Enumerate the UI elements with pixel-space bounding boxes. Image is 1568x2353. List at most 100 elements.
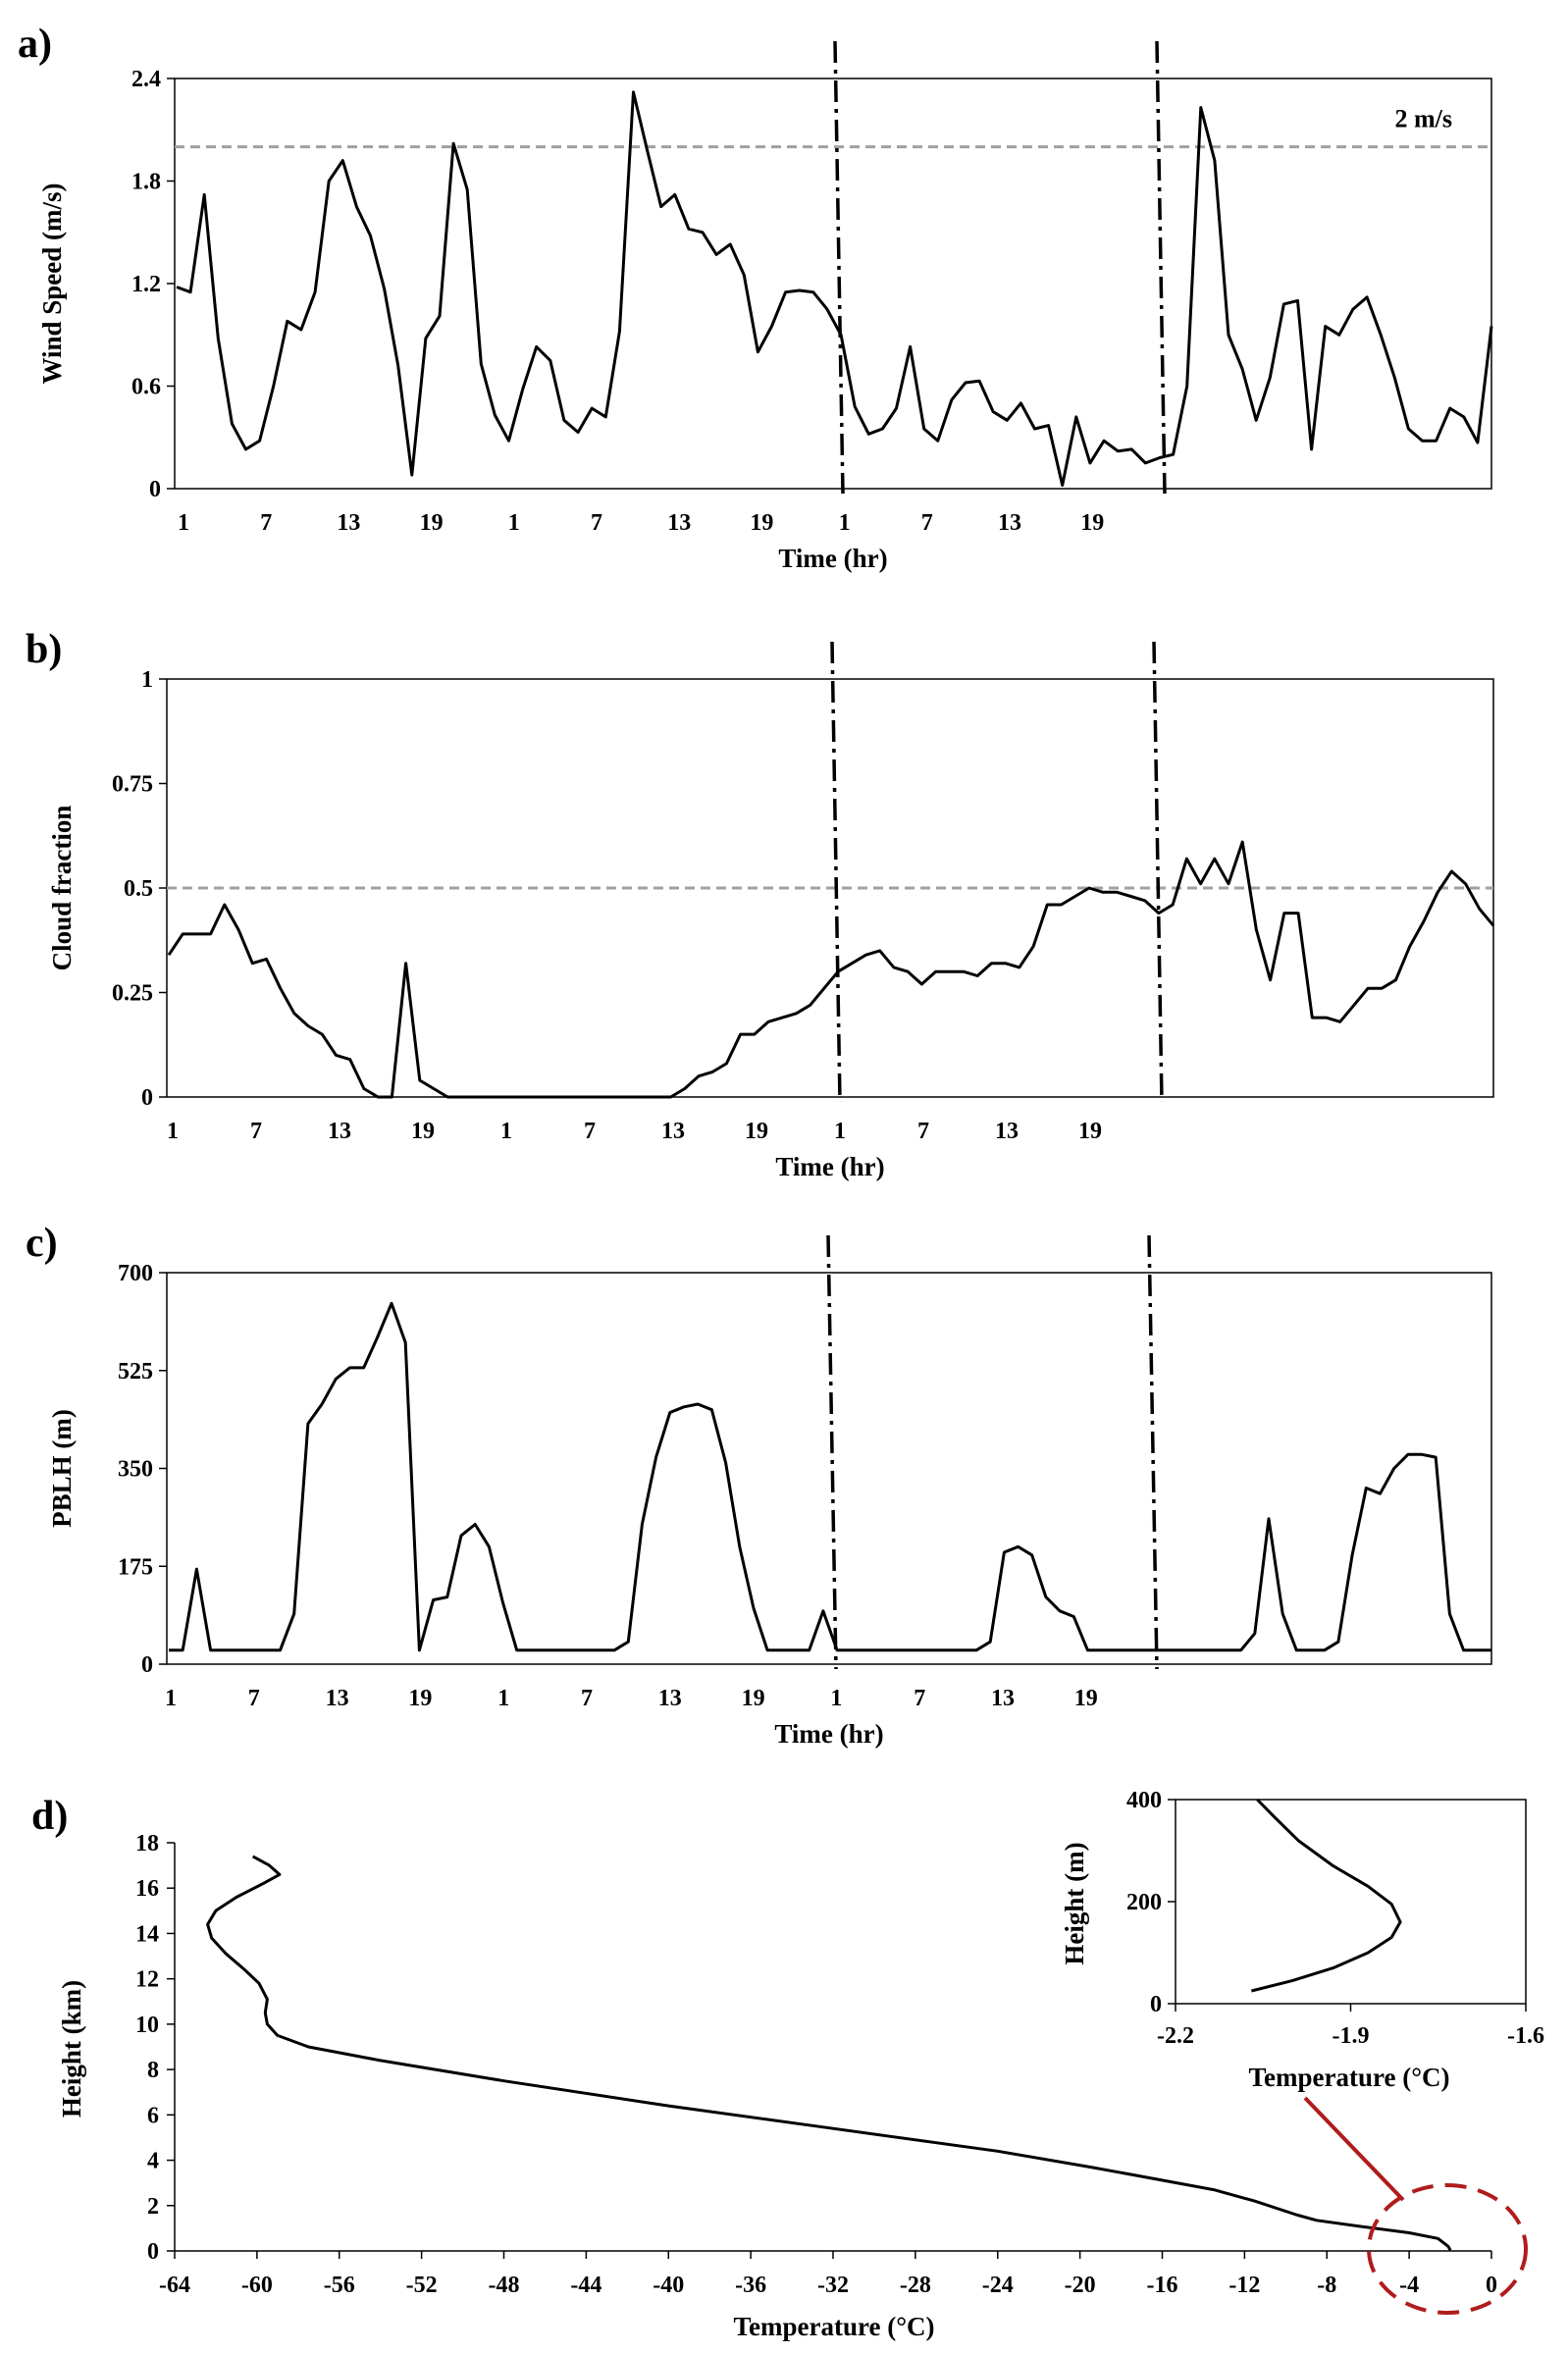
y-tick-label: 0: [147, 2239, 159, 2265]
x-tick-label: 1: [508, 510, 520, 536]
inset-y-tick-label: 0: [1150, 1992, 1162, 2017]
x-tick-label: 7: [581, 1686, 593, 1711]
x-tick-label: 13: [337, 510, 360, 536]
highlight-circle: [1367, 2183, 1528, 2315]
x-tick-label: 7: [917, 1119, 929, 1144]
x-tick-label: 19: [1080, 510, 1104, 536]
x-tick-label: 1: [167, 1119, 179, 1144]
x-tick-label: -20: [1065, 2273, 1096, 2298]
x-tick-label: 19: [750, 510, 773, 536]
y-tick-label: 18: [135, 1831, 159, 1856]
y-tick-label: 1.2: [131, 272, 161, 297]
inset-y-axis-label: Height (m): [1060, 1842, 1089, 1964]
x-tick-label: -56: [324, 2273, 355, 2298]
x-tick-label: 19: [408, 1686, 432, 1711]
y-tick-label: 175: [118, 1554, 153, 1580]
x-tick-label: -64: [159, 2273, 190, 2298]
y-tick-label: 2: [147, 2194, 159, 2220]
x-tick-label: 13: [995, 1119, 1019, 1144]
x-tick-label: 1: [839, 510, 851, 536]
x-tick-label: 13: [667, 510, 691, 536]
reference-line-label: 2 m/s: [1395, 105, 1453, 133]
y-tick-label: 14: [135, 1921, 159, 1947]
y-tick-label: 6: [147, 2103, 159, 2128]
y-axis-label: PBLH (m): [47, 1409, 77, 1528]
y-tick-label: 4: [147, 2149, 159, 2174]
x-tick-label: -4: [1399, 2273, 1419, 2298]
x-axis-label: Time (hr): [774, 1719, 883, 1749]
x-tick-label: 7: [591, 510, 602, 536]
y-tick-label: 16: [135, 1876, 159, 1902]
x-tick-label: 19: [742, 1686, 765, 1711]
x-tick-label: 1: [178, 510, 189, 536]
y-tick-label: 350: [118, 1457, 153, 1483]
y-tick-label: 0.75: [112, 772, 153, 798]
y-tick-label: 8: [147, 2058, 159, 2083]
series-line: [169, 1301, 1491, 1652]
day-boundary-line: [826, 1234, 838, 1670]
y-tick-label: 525: [118, 1359, 153, 1385]
day-boundary-line: [1152, 641, 1164, 1103]
inset-x-tick-label: -1.9: [1333, 2023, 1370, 2049]
inset-chart: [1168, 1798, 1527, 2012]
x-tick-label: 13: [661, 1119, 685, 1144]
y-axis-label: Height (km): [57, 1980, 86, 2118]
y-tick-label: 0.25: [112, 981, 153, 1007]
panel-label: d): [31, 1794, 68, 1839]
x-tick-label: 1: [834, 1119, 846, 1144]
x-tick-label: 1: [830, 1686, 842, 1711]
x-tick-label: -36: [735, 2273, 766, 2298]
x-tick-label: -8: [1317, 2273, 1336, 2298]
x-axis-label: Time (hr): [778, 544, 887, 573]
x-tick-label: 1: [165, 1686, 177, 1711]
inset-y-tick-label: 200: [1126, 1890, 1162, 1915]
y-tick-label: 0: [141, 1652, 153, 1678]
x-tick-label: -32: [817, 2273, 849, 2298]
x-axis-label: Time (hr): [775, 1152, 884, 1181]
y-tick-label: 1.8: [131, 170, 161, 195]
y-tick-label: 0.5: [124, 876, 153, 902]
x-tick-label: -24: [982, 2273, 1014, 2298]
x-tick-label: 7: [584, 1119, 596, 1144]
callout-line: [1303, 2096, 1405, 2202]
x-tick-label: 13: [998, 510, 1021, 536]
day-boundary-line: [833, 40, 845, 495]
x-tick-label: 13: [658, 1686, 682, 1711]
x-tick-label: 7: [921, 510, 933, 536]
inset-profile-line: [1251, 1798, 1402, 1993]
inset-y-tick-label: 400: [1126, 1788, 1162, 1813]
y-tick-label: 700: [118, 1261, 153, 1286]
y-tick-label: 0: [149, 477, 161, 502]
x-tick-label: 7: [248, 1686, 260, 1711]
x-tick-label: -52: [406, 2273, 438, 2298]
x-tick-label: 13: [328, 1119, 351, 1144]
panel-label: a): [18, 22, 52, 67]
series-line: [176, 90, 1493, 487]
x-tick-label: 19: [1078, 1119, 1102, 1144]
x-tick-label: 7: [260, 510, 272, 536]
x-tick-label: 7: [914, 1686, 925, 1711]
day-boundary-line: [1147, 1234, 1159, 1670]
x-tick-label: -12: [1228, 2273, 1260, 2298]
y-tick-label: 0: [141, 1085, 153, 1111]
inset-x-tick-label: -2.2: [1157, 2023, 1194, 2049]
x-tick-label: 19: [420, 510, 444, 536]
x-tick-label: -28: [900, 2273, 931, 2298]
x-tick-label: 1: [500, 1119, 512, 1144]
inset-x-axis-label: Temperature (°C): [1248, 2063, 1449, 2092]
series-line: [167, 840, 1495, 1099]
panel-c: [159, 1234, 1492, 1670]
x-tick-label: 7: [250, 1119, 262, 1144]
x-tick-label: 13: [326, 1686, 349, 1711]
x-tick-label: -40: [653, 2273, 684, 2298]
temperature-profile-line: [206, 1855, 1452, 2252]
x-tick-label: -16: [1147, 2273, 1178, 2298]
y-axis-label: Cloud fraction: [47, 806, 77, 971]
panel-label: b): [26, 627, 62, 672]
x-tick-label: 13: [991, 1686, 1015, 1711]
day-boundary-line: [1155, 40, 1167, 495]
y-tick-label: 10: [135, 2013, 159, 2038]
x-tick-label: 19: [1074, 1686, 1098, 1711]
x-tick-label: -60: [241, 2273, 273, 2298]
panel-b: [159, 641, 1495, 1103]
